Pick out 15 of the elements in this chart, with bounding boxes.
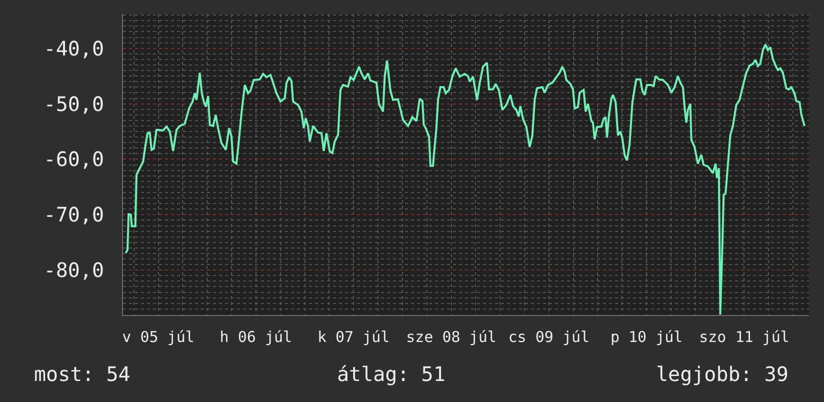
x-tick-label: szo 11 júl [699,328,790,346]
x-tick-label: h 06 júl [220,328,292,346]
x-tick-label: k 07 júl [317,328,390,346]
y-tick-label: -60,0 [44,147,104,172]
x-tick-label: cs 09 júl [508,328,590,346]
text: legjobb: 39 [656,362,788,386]
y-tick-label: -50,0 [44,92,104,116]
y-tick-label: -70,0 [44,202,104,227]
y-tick-label: -80,0 [44,258,104,282]
x-tick-label: sze 08 júl [406,328,496,346]
y-tick-label: -40,0 [44,36,104,60]
x-tick-label: v 05 júl [122,328,194,346]
text: most: 54 [34,362,130,386]
text: átlag: 51 [337,362,446,386]
x-tick-label: p 10 júl [610,328,683,346]
